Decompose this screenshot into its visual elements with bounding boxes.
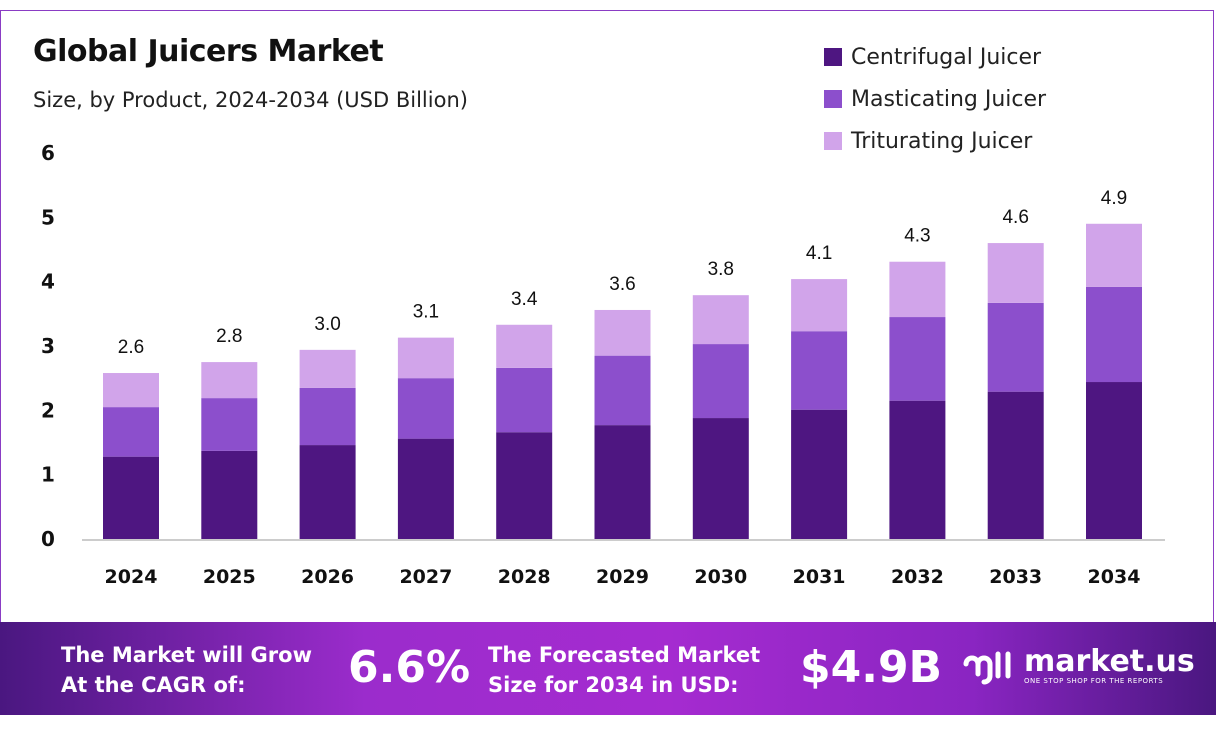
- x-tick-label: 2034: [1088, 566, 1141, 588]
- bar-segment: [201, 362, 258, 399]
- chart-frame: [0, 10, 1214, 710]
- x-tick-label: 2028: [498, 566, 551, 588]
- bar-segment: [594, 425, 651, 539]
- x-tick-label: 2027: [399, 566, 452, 588]
- cagr-label: The Market will Grow At the CAGR of:: [61, 643, 312, 697]
- y-tick-label: 6: [41, 141, 55, 165]
- legend: Centrifugal Juicer Masticating Juicer Tr…: [824, 36, 1046, 162]
- bar-segment: [397, 337, 454, 379]
- y-tick-label: 5: [41, 205, 55, 229]
- total-label: 2.6: [118, 337, 144, 358]
- x-tick-label: 2030: [694, 566, 747, 588]
- bar-segment: [103, 407, 159, 457]
- total-label: 3.0: [314, 314, 340, 335]
- y-tick-label: 3: [41, 334, 55, 358]
- total-label: 4.9: [1101, 188, 1127, 209]
- total-label: 4.3: [904, 226, 930, 247]
- x-tick-label: 2026: [301, 566, 354, 588]
- forecast-value: $4.9B: [800, 642, 943, 693]
- bar-segment: [201, 398, 258, 451]
- bar-segment: [791, 331, 848, 410]
- total-label: 3.8: [708, 259, 734, 280]
- y-tick-label: 4: [41, 270, 55, 294]
- bar-segment: [889, 400, 946, 539]
- x-tick-label: 2033: [989, 566, 1042, 588]
- total-label: 3.4: [511, 289, 538, 310]
- footer-banner: The Market will Grow At the CAGR of: 6.6%…: [0, 622, 1216, 715]
- total-label: 4.1: [806, 243, 832, 264]
- y-tick-label: 0: [41, 527, 55, 551]
- bar-segment: [692, 418, 749, 539]
- y-tick-label: 2: [41, 398, 55, 422]
- bar-segment: [791, 409, 848, 539]
- bar-segment: [103, 456, 159, 539]
- legend-label: Centrifugal Juicer: [851, 44, 1042, 70]
- logo-name: market.us: [1024, 644, 1195, 679]
- bar-segment: [103, 373, 159, 408]
- bar-segment: [299, 387, 356, 446]
- x-tick-label: 2024: [105, 566, 158, 588]
- bar-segment: [496, 324, 553, 368]
- bar-segment: [299, 349, 356, 388]
- bar-segment: [987, 302, 1044, 392]
- bar-chart: 0 1 2 3 4 5 6 2.6 2024 2.8 2025 3.0 2026 3.1 2027 3.4 20…: [41, 141, 1165, 588]
- legend-item-triturating: Triturating Juicer: [824, 120, 1046, 162]
- x-tick-label: 2032: [891, 566, 944, 588]
- bar-segment: [496, 432, 553, 539]
- legend-item-masticating: Masticating Juicer: [824, 78, 1046, 120]
- bar-segment: [201, 450, 258, 539]
- x-tick-label: 2031: [793, 566, 846, 588]
- total-label: 2.8: [216, 326, 242, 347]
- bar-segment: [692, 344, 749, 419]
- forecast-label: The Forecasted Market Size for 2034 in US…: [488, 643, 761, 697]
- market-us-logo: market.us ONE STOP SHOP FOR THE REPORTS: [960, 646, 1195, 686]
- x-tick-label: 2029: [596, 566, 649, 588]
- bar-segment: [791, 279, 848, 332]
- bar-segment: [1086, 223, 1142, 287]
- legend-swatch: [824, 90, 842, 108]
- total-label: 3.1: [413, 302, 439, 323]
- bar-segment: [889, 317, 946, 401]
- bar-segment: [594, 309, 651, 356]
- bar-segment: [1086, 382, 1142, 539]
- x-tick-label: 2025: [203, 566, 256, 588]
- bar-segment: [1086, 286, 1142, 383]
- bar-segment: [987, 391, 1044, 539]
- legend-swatch: [824, 132, 842, 150]
- total-label: 3.6: [609, 274, 635, 295]
- bar-segment: [496, 367, 553, 433]
- logo-tagline: ONE STOP SHOP FOR THE REPORTS: [1024, 677, 1164, 685]
- bar-segment: [889, 261, 946, 318]
- y-tick-label: 1: [41, 463, 55, 487]
- logo-icon: [963, 651, 1011, 685]
- legend-swatch: [824, 48, 842, 66]
- bar-segment: [397, 438, 454, 539]
- bar-segment: [397, 378, 454, 439]
- bar-segment: [692, 295, 749, 345]
- bar-segment: [299, 445, 356, 539]
- bar-segment: [987, 243, 1044, 303]
- legend-label: Triturating Juicer: [851, 128, 1033, 154]
- cagr-value: 6.6%: [348, 642, 471, 693]
- total-label: 4.6: [1002, 207, 1028, 228]
- chart-title: Global Juicers Market: [33, 34, 384, 69]
- legend-label: Masticating Juicer: [851, 86, 1047, 112]
- chart-subtitle: Size, by Product, 2024-2034 (USD Billion…: [33, 88, 468, 112]
- bar-segment: [594, 355, 651, 426]
- legend-item-centrifugal: Centrifugal Juicer: [824, 36, 1046, 78]
